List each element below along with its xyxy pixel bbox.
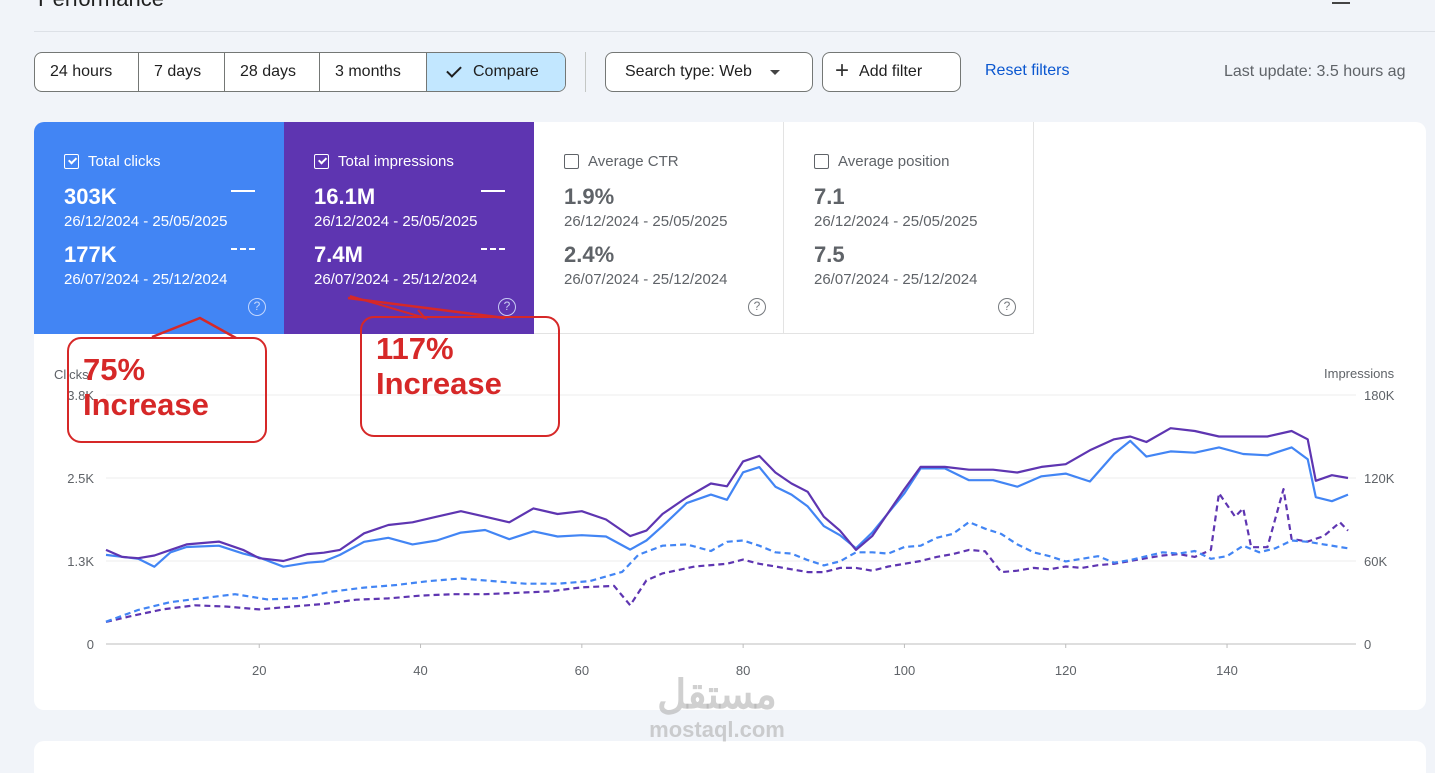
metric-previous-range: 26/07/2024 - 25/12/2024	[314, 271, 478, 288]
x-axis-tick-label: 80	[736, 663, 750, 678]
range-28-days[interactable]: 28 days	[224, 53, 319, 91]
x-axis-tick-label: 60	[575, 663, 589, 678]
metric-tile-average-ctr[interactable]: Average CTR 1.9% 26/12/2024 - 25/05/2025…	[534, 122, 784, 334]
series-line-total-clicks-current	[105, 439, 1349, 568]
download-icon[interactable]	[1332, 0, 1350, 4]
metric-current-value: 303K	[64, 184, 117, 209]
solid-line-legend-icon	[231, 190, 255, 192]
plus-icon: +	[835, 56, 850, 84]
add-filter-button[interactable]: + Add filter	[822, 52, 961, 92]
x-axis-tick-label: 20	[252, 663, 266, 678]
metric-current-value: 1.9%	[564, 184, 615, 209]
right-axis-tick-label: 180K	[1364, 388, 1395, 403]
checkbox-icon[interactable]	[64, 154, 79, 169]
secondary-card	[34, 741, 1426, 773]
metric-current-value: 7.1	[814, 184, 845, 209]
help-icon[interactable]: ?	[248, 298, 266, 316]
metric-current-range: 26/12/2024 - 25/05/2025	[314, 213, 478, 230]
metric-label: Total clicks	[88, 153, 161, 170]
search-type-dropdown[interactable]: Search type: Web	[605, 52, 813, 92]
add-filter-label: Add filter	[859, 63, 923, 80]
last-update-text: Last update: 3.5 hours ag	[1224, 63, 1406, 80]
metric-previous-range: 26/07/2024 - 25/12/2024	[564, 271, 728, 288]
series-line-total-clicks-previous	[105, 521, 1349, 623]
left-axis-tick-label: 1.3K	[67, 554, 94, 569]
series-line-total-impressions-current	[105, 427, 1349, 563]
search-type-label: Search type: Web	[625, 63, 752, 80]
page-title: Performance	[38, 0, 164, 12]
performance-card: Total clicks 303K 26/12/2024 - 25/05/202…	[34, 122, 1426, 710]
metric-previous-value: 177K	[64, 242, 117, 267]
x-axis-tick-label: 40	[413, 663, 427, 678]
metric-label: Average CTR	[588, 153, 679, 170]
annotation-percent: 117%	[376, 331, 454, 366]
help-icon[interactable]: ?	[748, 298, 766, 316]
annotation-text: Increase	[376, 365, 502, 401]
performance-line-chart[interactable]: 0 0 1.3K 60K 2.5K 120K 3.8K 180K 20 40 60 80 100 120 1…	[34, 334, 1426, 710]
toolbar-divider	[585, 52, 586, 92]
compare-button[interactable]: Compare	[426, 53, 565, 91]
annotation-impressions-increase: 117% Increase	[360, 316, 560, 437]
annotation-text: Increase	[83, 386, 209, 422]
x-axis-tick-label: 120	[1055, 663, 1077, 678]
help-icon[interactable]: ?	[998, 298, 1016, 316]
checkbox-icon[interactable]	[314, 154, 329, 169]
range-7-days[interactable]: 7 days	[138, 53, 224, 91]
header-divider	[34, 31, 1435, 32]
checkbox-icon[interactable]	[814, 154, 829, 169]
dashed-line-legend-icon	[231, 248, 255, 250]
right-axis-tick-label: 0	[1364, 637, 1371, 652]
watermark-url: mostaql.com	[649, 717, 785, 742]
checkmark-icon	[446, 62, 462, 78]
watermark-logo: مستقل	[657, 673, 777, 717]
left-axis-tick-label: 2.5K	[67, 471, 94, 486]
date-range-selector: 24 hours 7 days 28 days 3 months Compare	[34, 52, 566, 92]
range-24-hours[interactable]: 24 hours	[50, 63, 113, 80]
left-axis-tick-label: 3.8K	[67, 388, 94, 403]
metric-current-value: 16.1M	[314, 184, 376, 209]
metric-current-range: 26/12/2024 - 25/05/2025	[64, 213, 228, 230]
help-icon[interactable]: ?	[498, 298, 516, 316]
watermark: مستقل mostaql.com	[612, 672, 822, 742]
x-axis-tick-label: 140	[1216, 663, 1238, 678]
metric-label: Total impressions	[338, 153, 454, 170]
right-axis-title: Impressions	[1324, 366, 1395, 381]
right-axis-tick-label: 120K	[1364, 471, 1395, 486]
annotation-clicks-increase: 75% Increase	[67, 337, 267, 443]
dropdown-arrow-icon	[769, 69, 780, 75]
metric-tile-total-impressions[interactable]: Total impressions 16.1M 26/12/2024 - 25/…	[284, 122, 534, 334]
series-line-total-impressions-previous	[105, 488, 1349, 623]
metric-tile-total-clicks[interactable]: Total clicks 303K 26/12/2024 - 25/05/202…	[34, 122, 284, 334]
metric-previous-range: 26/07/2024 - 25/12/2024	[814, 271, 978, 288]
metric-previous-value: 7.4M	[314, 242, 363, 267]
solid-line-legend-icon	[481, 190, 505, 192]
annotation-percent: 75%	[83, 352, 146, 387]
metric-current-range: 26/12/2024 - 25/05/2025	[564, 213, 728, 230]
range-3-months[interactable]: 3 months	[319, 53, 426, 91]
left-axis-title: Clicks	[54, 367, 89, 382]
compare-label: Compare	[473, 63, 539, 80]
metric-previous-value: 7.5	[814, 242, 845, 267]
metric-tile-average-position[interactable]: Average position 7.1 26/12/2024 - 25/05/…	[784, 122, 1034, 334]
dashed-line-legend-icon	[481, 248, 505, 250]
reset-filters-link[interactable]: Reset filters	[985, 62, 1070, 79]
metric-previous-range: 26/07/2024 - 25/12/2024	[64, 271, 228, 288]
checkbox-icon[interactable]	[564, 154, 579, 169]
metric-previous-value: 2.4%	[564, 242, 615, 267]
left-axis-tick-label: 0	[87, 637, 94, 652]
metric-label: Average position	[838, 153, 950, 170]
x-axis-tick-label: 100	[894, 663, 916, 678]
metric-current-range: 26/12/2024 - 25/05/2025	[814, 213, 978, 230]
right-axis-tick-label: 60K	[1364, 554, 1387, 569]
